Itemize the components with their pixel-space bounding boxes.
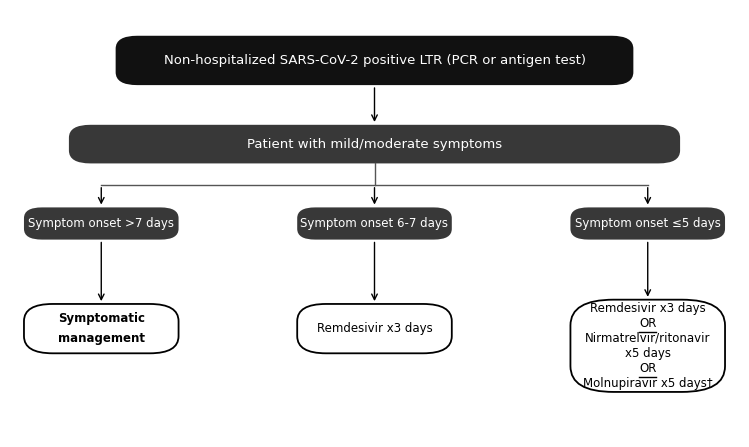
Text: Remdesivir x3 days: Remdesivir x3 days xyxy=(590,302,706,315)
FancyBboxPatch shape xyxy=(571,299,725,392)
FancyBboxPatch shape xyxy=(297,207,452,240)
Text: OR: OR xyxy=(639,317,656,330)
Text: Patient with mild/moderate symptoms: Patient with mild/moderate symptoms xyxy=(247,138,502,151)
Text: Non-hospitalized SARS-CoV-2 positive LTR (PCR or antigen test): Non-hospitalized SARS-CoV-2 positive LTR… xyxy=(163,54,586,67)
FancyBboxPatch shape xyxy=(297,304,452,353)
FancyBboxPatch shape xyxy=(24,304,178,353)
Text: Symptom onset 6-7 days: Symptom onset 6-7 days xyxy=(300,217,449,230)
Text: Nirmatrelvir/ritonavir: Nirmatrelvir/ritonavir xyxy=(585,332,711,345)
FancyBboxPatch shape xyxy=(571,207,725,240)
Text: Symptom onset ≤5 days: Symptom onset ≤5 days xyxy=(574,217,721,230)
Text: x5 days: x5 days xyxy=(625,347,671,360)
Text: OR: OR xyxy=(639,362,656,375)
Text: management: management xyxy=(58,332,145,345)
FancyBboxPatch shape xyxy=(69,125,680,164)
Text: Remdesivir x3 days: Remdesivir x3 days xyxy=(317,322,432,335)
FancyBboxPatch shape xyxy=(24,207,178,240)
Text: Symptomatic: Symptomatic xyxy=(58,312,145,325)
Text: Molnupiravir x5 days†: Molnupiravir x5 days† xyxy=(583,377,712,390)
Text: Symptom onset >7 days: Symptom onset >7 days xyxy=(28,217,175,230)
FancyBboxPatch shape xyxy=(115,36,634,85)
